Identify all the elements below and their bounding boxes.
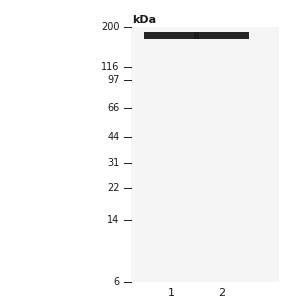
Text: 44: 44 [107, 132, 120, 142]
Text: 31: 31 [107, 158, 120, 168]
Bar [194, 32, 249, 39]
Text: 1: 1 [168, 287, 175, 298]
Bar [144, 32, 199, 39]
Bar [131, 27, 279, 282]
Text: 14: 14 [107, 215, 120, 225]
Text: 6: 6 [113, 277, 120, 287]
Text: 116: 116 [101, 61, 120, 72]
Text: 200: 200 [101, 22, 120, 32]
Text: 97: 97 [107, 75, 120, 85]
Text: 66: 66 [107, 103, 120, 112]
Text: kDa: kDa [132, 15, 157, 25]
Text: 2: 2 [218, 287, 225, 298]
Text: 22: 22 [107, 182, 120, 193]
